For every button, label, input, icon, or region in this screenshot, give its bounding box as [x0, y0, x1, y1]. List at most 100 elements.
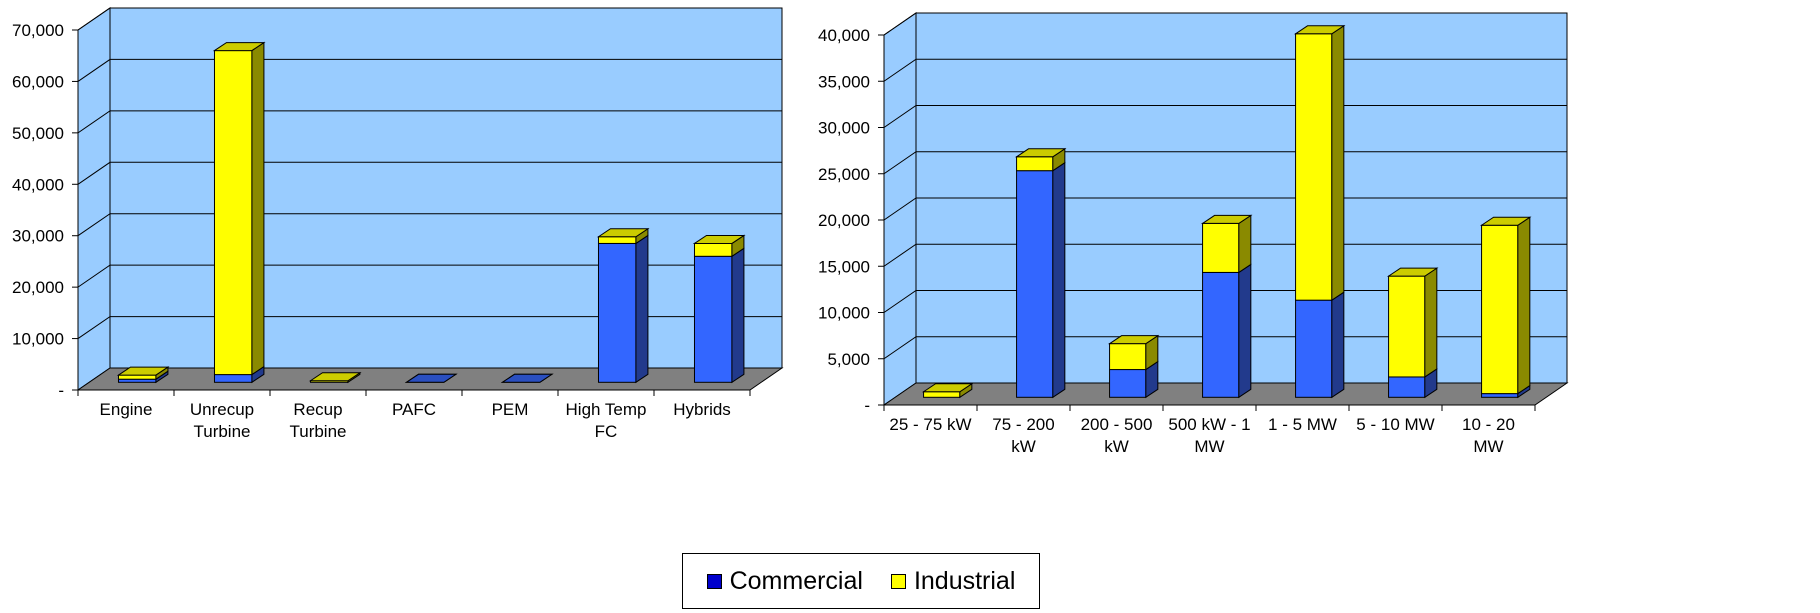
gridline: [77, 110, 782, 134]
gridline: [883, 105, 1567, 128]
bar-commercial-front: [1202, 271, 1240, 398]
bar-industrial-side: [1424, 267, 1438, 378]
bar-commercial-front: [1388, 376, 1426, 398]
bar-commercial-side: [1052, 161, 1066, 399]
bar-industrial-side: [1517, 216, 1531, 395]
bar-industrial-side: [1331, 24, 1345, 302]
bar-industrial-top: [500, 373, 554, 383]
side-wall: [77, 7, 111, 391]
bar-commercial-side: [1331, 291, 1345, 399]
bar-commercial-front: [213, 374, 253, 383]
bar-commercial-side: [1238, 263, 1252, 399]
bar-commercial-front: [597, 242, 637, 383]
x-category-label: PAFC: [392, 400, 436, 419]
x-category-label: 200 - 500 kW: [1081, 415, 1153, 456]
legend: Commercial Industrial: [682, 553, 1040, 609]
y-tick-label: 35,000: [818, 72, 870, 91]
y-tick-label: 20,000: [12, 278, 64, 297]
x-category-label: Engine: [100, 400, 153, 419]
legend-item-commercial: Commercial: [706, 566, 863, 596]
bar-commercial-front: [1109, 369, 1147, 398]
legend-swatch-commercial: [706, 573, 722, 589]
gridline: [77, 316, 782, 339]
bar-industrial-front: [693, 242, 733, 257]
back-wall: [109, 7, 783, 369]
y-tick-label: 10,000: [12, 330, 64, 349]
bar-industrial-top: [116, 366, 170, 376]
gridline: [883, 290, 1567, 313]
legend-label-commercial: Commercial: [729, 566, 863, 595]
bar-industrial-top: [1386, 267, 1439, 277]
y-tick-label: 30,000: [818, 119, 870, 138]
bar-industrial-front: [1388, 275, 1426, 378]
chart-right: - 5,000 10,000 15,000 20,000 25,000 30,000 35,0…: [818, 12, 1569, 456]
x-category-label: 75 - 200 kW: [992, 415, 1054, 456]
y-tick-label: 15,000: [818, 257, 870, 276]
gridline: [77, 264, 782, 288]
y-tick-label: 5,000: [827, 350, 870, 369]
gridline: [883, 336, 1567, 360]
bar-industrial-top: [1479, 216, 1532, 226]
x-category-label: 10 - 20 MW: [1462, 415, 1515, 456]
y-tick-label: -: [864, 396, 870, 415]
y-tick-label: 20,000: [818, 211, 870, 230]
legend-item-industrial: Industrial: [890, 566, 1016, 596]
x-category-label: Unrecup Turbine: [190, 400, 254, 441]
y-tick-label: 60,000: [12, 72, 64, 91]
y-tick-label: 70,000: [12, 21, 64, 40]
bar-industrial-front: [1109, 343, 1147, 371]
x-category-label: Hybrids: [673, 400, 731, 419]
bar-industrial-top: [308, 372, 362, 382]
bar-industrial-top: [212, 42, 266, 52]
bar-industrial-top: [692, 234, 746, 244]
bar-industrial-front: [213, 50, 253, 376]
bar-commercial-side: [731, 247, 745, 384]
y-tick-label: 40,000: [12, 175, 64, 194]
y-tick-label: 30,000: [12, 227, 64, 246]
gridline: [883, 12, 1567, 36]
gridline: [883, 243, 1567, 267]
x-category-label: 5 - 10 MW: [1356, 415, 1434, 434]
y-tick-label: 25,000: [818, 165, 870, 184]
bar-industrial-front: [1202, 222, 1240, 273]
bar-industrial-side: [251, 41, 265, 376]
x-category-label: 500 kW - 1 MW: [1168, 415, 1250, 456]
gridline: [883, 197, 1567, 221]
gridline: [77, 7, 782, 31]
gridline: [77, 58, 782, 82]
x-category-label: Recup Turbine: [289, 400, 346, 441]
x-category-label: High Temp FC: [566, 400, 647, 441]
legend-swatch-industrial: [890, 573, 906, 589]
bar-industrial-top: [921, 383, 974, 393]
gridline: [77, 213, 782, 237]
bar-industrial-front: [1295, 33, 1333, 301]
bar-industrial-front: [1481, 224, 1519, 395]
y-tick-label: 40,000: [818, 26, 870, 45]
bar-industrial-front: [597, 236, 637, 244]
bar-industrial-front: [923, 391, 961, 398]
bar-industrial-front: [117, 374, 157, 380]
bar-commercial-front: [1295, 299, 1333, 398]
bar-industrial-top: [1293, 25, 1346, 35]
gridline: [883, 58, 1567, 82]
y-tick-label: 10,000: [818, 304, 870, 323]
bar-industrial-front: [1016, 156, 1054, 172]
chart-left: - 10,000 20,000 30,000 40,000 50,000 60,000 70,…: [12, 7, 784, 441]
bar-industrial-side: [1238, 214, 1252, 274]
x-category-label: 1 - 5 MW: [1268, 415, 1337, 434]
y-tick-label: -: [58, 381, 64, 400]
bar-commercial-side: [635, 234, 649, 384]
bar-commercial-front: [1016, 170, 1054, 398]
x-category-label: 25 - 75 kW: [889, 415, 971, 434]
bar-commercial-front: [693, 255, 733, 383]
bar-industrial-top: [596, 228, 650, 238]
gridline: [883, 151, 1567, 175]
gridline: [77, 161, 782, 185]
bar-industrial-top: [1107, 335, 1160, 345]
bar-industrial-top: [1014, 148, 1067, 158]
bar-industrial-top: [1200, 214, 1253, 224]
y-tick-label: 50,000: [12, 124, 64, 143]
x-category-label: PEM: [492, 400, 529, 419]
legend-label-industrial: Industrial: [913, 566, 1016, 595]
